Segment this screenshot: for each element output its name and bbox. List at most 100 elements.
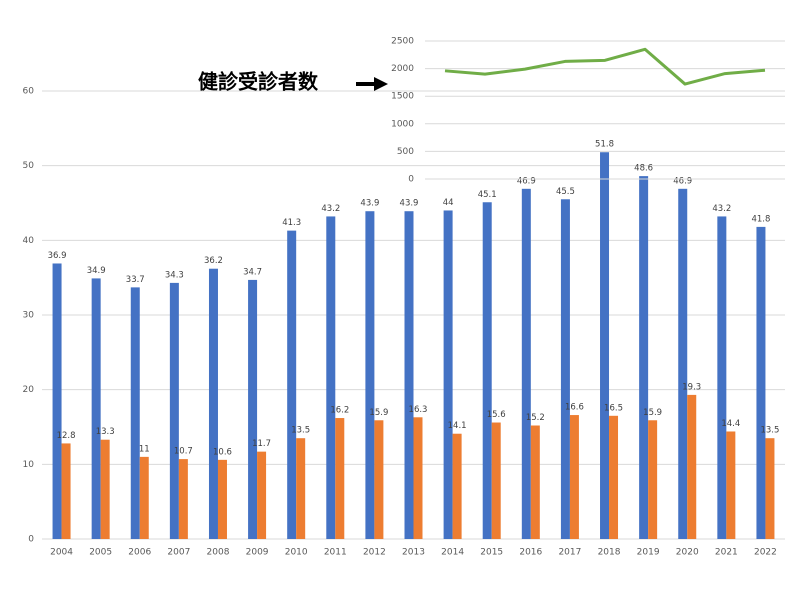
bar [169,282,179,539]
y-tick-label: 40 [23,236,35,246]
bar [482,202,492,539]
data-label: 16.2 [330,406,349,416]
bar [91,278,101,539]
data-label: 33.7 [126,275,145,285]
bar [609,415,619,539]
data-label: 43.9 [400,199,419,209]
bar [365,211,375,540]
bar [178,459,188,539]
bar [687,394,697,539]
y-tick-label: 50 [23,161,35,171]
bar [765,438,775,539]
line [444,47,766,86]
bar [287,230,297,540]
bar [521,188,531,539]
data-label: 34.9 [87,266,106,276]
y-tick-label: 60 [23,87,35,97]
x-tick-label: 2018 [598,548,621,558]
bar [248,279,258,539]
data-label: 13.5 [291,426,310,436]
data-label: 15.2 [526,413,545,423]
x-tick-label: 2017 [558,548,581,558]
y-tick-label: 0 [408,175,414,185]
x-tick-label: 2008 [207,548,230,558]
y-tick-label: 10 [23,460,35,470]
data-label: 10.7 [174,447,193,457]
annotation: 健診受診者数 [198,70,319,94]
bar [678,188,688,539]
bar [443,210,453,539]
x-tick-label: 2015 [480,548,503,558]
data-label: 13.3 [96,427,115,437]
bar [452,433,462,539]
data-label: 51.8 [595,140,614,150]
x-tick-label: 2009 [246,548,269,558]
x-tick-label: 2022 [754,548,777,558]
data-label: 15.6 [487,410,506,420]
data-label: 41.3 [282,218,301,228]
data-label: 11.7 [252,439,271,449]
y-tick-label: 1500 [391,92,414,102]
data-label: 34.7 [243,267,262,277]
data-label: 44 [443,198,454,208]
bar [726,431,736,539]
y-tick-label: 0 [28,535,34,545]
y-tick-label: 30 [23,311,35,321]
bar [130,287,140,539]
bar [52,263,62,539]
bar [217,459,227,539]
bar [530,425,540,539]
bar [569,415,579,539]
bar [756,226,766,540]
x-tick-label: 2012 [363,548,386,558]
data-label: 34.3 [165,270,184,280]
data-label: 14.4 [721,419,740,429]
bar [326,216,336,539]
bar [100,439,110,539]
data-label: 15.9 [643,408,662,418]
x-tick-label: 2007 [167,548,190,558]
bar [560,199,570,539]
data-label: 14.1 [448,421,467,431]
bar [717,216,727,539]
data-label: 13.5 [760,426,779,436]
line-chart: 0 500 1000 1500 2000 2500 [391,37,785,185]
bar [491,422,501,539]
data-label: 16.6 [565,403,584,413]
bar [296,438,306,539]
x-tick-label: 2005 [89,548,112,558]
data-label: 46.9 [517,176,536,186]
data-label: 41.8 [751,214,770,224]
x-tick-label: 2021 [715,548,738,558]
data-label: 43.2 [321,204,340,214]
y-tick-label: 1000 [391,119,414,129]
data-label: 10.6 [213,447,232,457]
bar [374,420,384,539]
data-label: 45.5 [556,187,575,197]
data-label: 36.9 [48,251,67,261]
bar [600,152,610,539]
y-tick-label: 2000 [391,64,414,74]
y-tick-label: 2500 [391,37,414,47]
bar [413,417,423,539]
bar [648,420,658,539]
bar [257,451,267,539]
bar [139,456,149,539]
data-label: 16.5 [604,403,623,413]
arrow [356,77,388,91]
data-label: 48.6 [634,164,653,174]
x-tick-label: 2019 [637,548,660,558]
bar [404,211,414,540]
x-tick-label: 2011 [324,548,347,558]
bar [61,443,71,539]
x-tick-label: 2020 [676,548,699,558]
x-tick-label: 2004 [50,548,73,558]
y-tick-label: 20 [23,385,35,395]
data-label: 46.9 [673,176,692,186]
data-label: 15.9 [369,408,388,418]
bar-chart: 0 10 20 30 40 50 60 2004 36.9 12.8 2005 34.9 13.3 200… [23,87,785,558]
x-tick-label: 2016 [519,548,542,558]
x-tick-label: 2010 [285,548,308,558]
data-label: 11 [139,444,150,454]
